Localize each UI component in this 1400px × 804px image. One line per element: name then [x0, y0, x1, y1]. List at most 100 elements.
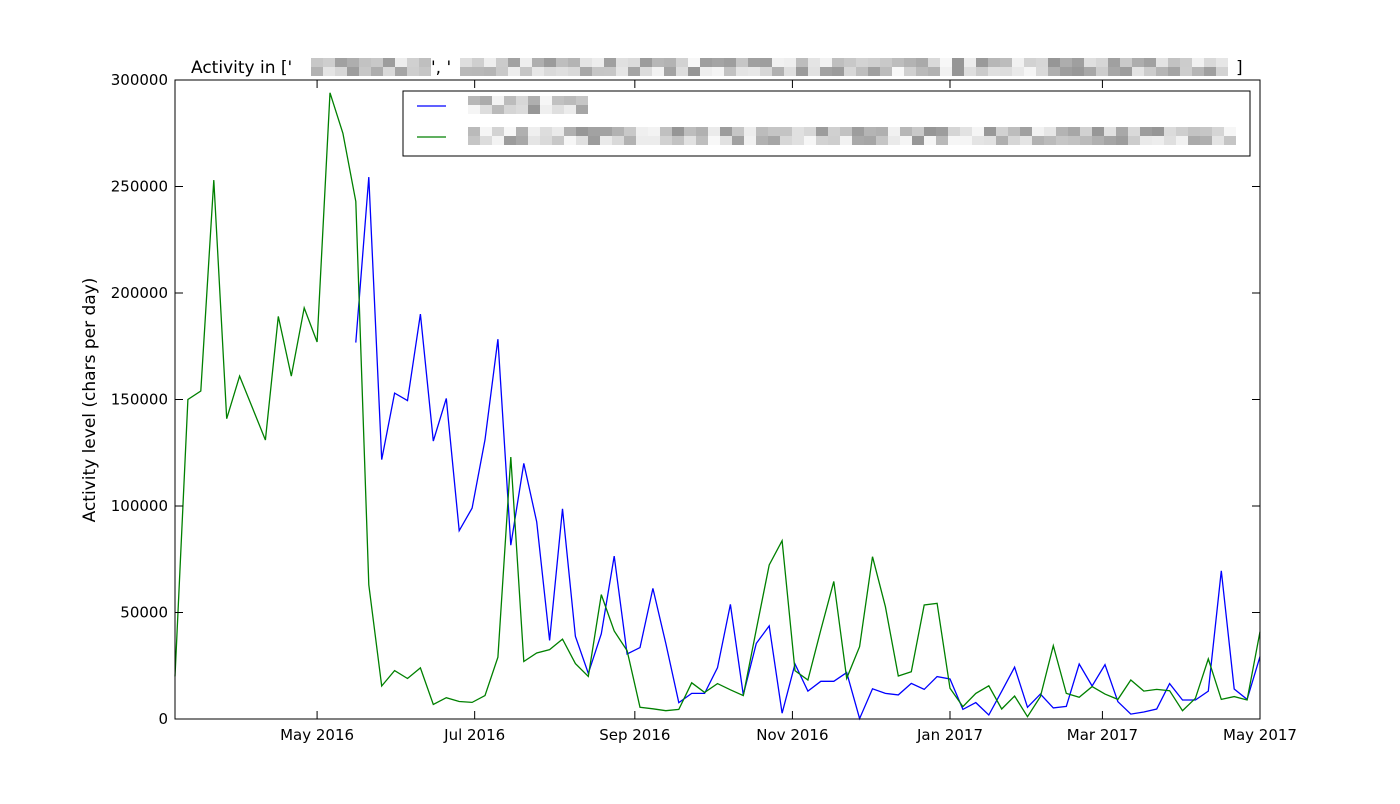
redaction-block	[544, 67, 556, 76]
redaction-block	[1144, 67, 1156, 76]
redaction-block	[468, 136, 480, 145]
redaction-block	[948, 127, 960, 136]
redaction-block	[708, 136, 720, 145]
redaction-block	[1048, 67, 1060, 76]
redaction-block	[1096, 67, 1108, 76]
redaction-block	[708, 127, 720, 136]
redaction-block	[868, 58, 880, 67]
redaction-block	[1032, 136, 1044, 145]
redaction-block	[648, 136, 660, 145]
redaction-block	[492, 127, 504, 136]
redaction-block	[1048, 58, 1060, 67]
redaction-block	[856, 67, 868, 76]
redaction-block	[816, 127, 828, 136]
redaction-block	[520, 58, 532, 67]
redaction-block	[323, 67, 335, 76]
redaction-block	[576, 127, 588, 136]
redaction-block	[1152, 127, 1164, 136]
redaction-block	[1140, 136, 1152, 145]
x-tick-label: Jul 2016	[443, 726, 505, 744]
redaction-block	[984, 127, 996, 136]
redaction-block	[1120, 67, 1132, 76]
redaction-block	[792, 136, 804, 145]
redaction-block	[395, 67, 407, 76]
redaction-block	[940, 58, 952, 67]
redaction-block	[772, 67, 784, 76]
redaction-block	[311, 58, 323, 67]
redaction-block	[1224, 136, 1236, 145]
redaction-block	[664, 58, 676, 67]
x-tick-label: May 2016	[280, 726, 354, 744]
axes-frame	[174, 79, 1261, 720]
redaction-block	[876, 127, 888, 136]
redaction-block	[1060, 67, 1072, 76]
redaction-block	[672, 136, 684, 145]
redaction-block	[1200, 136, 1212, 145]
redaction-block	[912, 136, 924, 145]
redaction-block	[371, 67, 383, 76]
redaction-block	[592, 58, 604, 67]
title-suffix: ]	[1236, 58, 1243, 78]
redaction-block	[888, 127, 900, 136]
redaction-block	[744, 127, 756, 136]
redaction-block	[520, 67, 532, 76]
redaction-block	[828, 127, 840, 136]
redaction-block	[720, 127, 732, 136]
redaction-block	[832, 58, 844, 67]
redaction-block	[760, 67, 772, 76]
redaction-block	[940, 67, 952, 76]
y-tick-label: 250000	[111, 178, 168, 196]
redaction-block	[864, 127, 876, 136]
series-line-1	[355, 177, 1261, 721]
redaction-block	[516, 127, 528, 136]
redaction-block	[912, 127, 924, 136]
redaction-block	[1188, 127, 1200, 136]
title-prefix: Activity in ['	[191, 58, 292, 78]
redaction-block	[628, 58, 640, 67]
redaction-block	[892, 58, 904, 67]
redacted-title-term-2	[460, 58, 1228, 76]
redaction-block	[948, 136, 960, 145]
redaction-block	[936, 136, 948, 145]
redaction-block	[900, 136, 912, 145]
redaction-block	[504, 127, 516, 136]
redaction-block	[576, 136, 588, 145]
redaction-block	[516, 96, 528, 105]
redaction-block	[1188, 136, 1200, 145]
redaction-block	[516, 105, 528, 114]
redaction-block	[648, 127, 660, 136]
redaction-block	[724, 67, 736, 76]
x-tick-label: May 2017	[1223, 726, 1297, 744]
redaction-block	[311, 67, 323, 76]
redaction-block	[952, 58, 964, 67]
redaction-block	[828, 136, 840, 145]
redaction-block	[576, 96, 588, 105]
redaction-block	[1056, 136, 1068, 145]
redaction-block	[1204, 58, 1216, 67]
redaction-block	[532, 58, 544, 67]
redaction-block	[724, 58, 736, 67]
redaction-block	[552, 96, 564, 105]
redaction-block	[1020, 136, 1032, 145]
redaction-block	[508, 67, 520, 76]
redaction-block	[688, 58, 700, 67]
redaction-block	[564, 96, 576, 105]
redaction-block	[640, 67, 652, 76]
redaction-block	[600, 136, 612, 145]
redaction-block	[984, 136, 996, 145]
redaction-block	[335, 58, 347, 67]
redaction-block	[1096, 58, 1108, 67]
redaction-block	[684, 136, 696, 145]
redaction-block	[732, 127, 744, 136]
redaction-block	[1192, 67, 1204, 76]
redaction-block	[472, 67, 484, 76]
redaction-block	[660, 127, 672, 136]
redaction-block	[852, 127, 864, 136]
redaction-block	[760, 58, 772, 67]
legend-label-redacted-2	[468, 127, 1236, 145]
redaction-block	[852, 136, 864, 145]
redaction-block	[880, 58, 892, 67]
redaction-block	[556, 58, 568, 67]
redaction-block	[900, 127, 912, 136]
redaction-block	[1128, 136, 1140, 145]
